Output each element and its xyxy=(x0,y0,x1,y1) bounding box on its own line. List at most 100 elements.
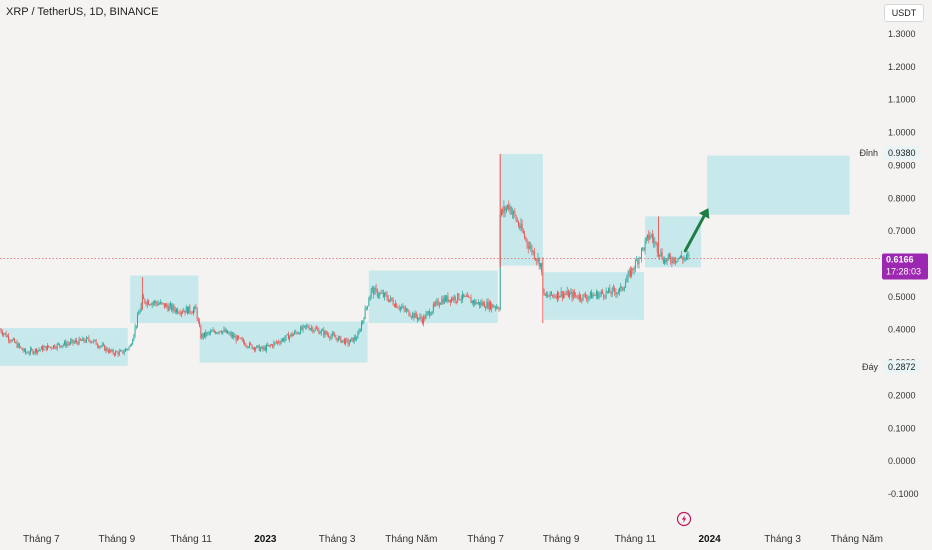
candle-body xyxy=(578,294,580,299)
lightning-icon[interactable] xyxy=(676,511,692,527)
candle-body xyxy=(242,339,244,343)
candle-body xyxy=(223,329,225,331)
candle-body xyxy=(312,327,314,332)
candle-body xyxy=(659,254,661,256)
candle-body xyxy=(133,334,135,341)
y-tick-label: 1.3000 xyxy=(888,29,916,39)
y-tick-label: 1.1000 xyxy=(888,95,916,105)
candle-body xyxy=(39,349,41,351)
currency-button[interactable]: USDT xyxy=(884,4,924,22)
candle-body xyxy=(288,334,289,340)
candle-body xyxy=(543,289,545,294)
candle-body xyxy=(208,332,210,334)
candle-body xyxy=(470,298,472,304)
candle-body xyxy=(582,294,584,301)
candle-body xyxy=(619,288,620,292)
candle-body xyxy=(174,309,176,313)
candle-body xyxy=(127,349,129,350)
candle-body xyxy=(314,328,316,331)
candle-body xyxy=(488,301,490,309)
candle-body xyxy=(426,312,428,314)
price-tag[interactable]: 0.6166 17:28:03 xyxy=(882,253,928,280)
candle-body xyxy=(454,296,456,301)
candle-body xyxy=(365,307,367,309)
y-tick-label: 0.9000 xyxy=(888,160,916,170)
candle-body xyxy=(266,345,268,351)
candle-body xyxy=(471,300,473,304)
candle-body xyxy=(65,341,67,347)
candle-body xyxy=(161,302,163,303)
candle-body xyxy=(280,340,282,344)
candle-body xyxy=(256,345,258,349)
candle-body xyxy=(650,234,652,236)
candle-body xyxy=(555,296,557,299)
candle-body xyxy=(368,300,370,306)
candle-body xyxy=(370,288,372,297)
candle-body xyxy=(163,303,165,308)
candle-body xyxy=(671,261,673,263)
candle-body xyxy=(269,344,271,346)
candle-body xyxy=(297,333,299,334)
candle-body xyxy=(301,327,303,330)
top-value-bg xyxy=(884,146,920,160)
candle-body xyxy=(483,302,485,308)
candle-body xyxy=(486,301,488,309)
candle-body xyxy=(679,255,681,258)
candle-body xyxy=(505,207,507,211)
candle-body xyxy=(404,308,406,311)
candle-body xyxy=(246,345,248,348)
candle-body xyxy=(420,316,422,320)
candle-body xyxy=(12,338,14,340)
candle-body xyxy=(101,344,103,347)
candle-body xyxy=(687,255,689,256)
candle-body xyxy=(279,342,281,344)
candle-body xyxy=(410,316,412,318)
candle-body xyxy=(56,343,58,349)
candle-body xyxy=(374,287,376,295)
candle-body xyxy=(115,351,117,355)
candle-body xyxy=(150,304,152,306)
candle-body xyxy=(672,257,674,263)
candle-body xyxy=(341,340,343,343)
candle-body xyxy=(442,299,444,304)
candle-body xyxy=(508,204,510,210)
candle-body xyxy=(537,257,539,261)
candle-body xyxy=(144,298,146,303)
candle-body xyxy=(564,294,566,295)
x-tick-label: Tháng 9 xyxy=(98,534,135,545)
candle-body xyxy=(525,237,527,240)
candle-body xyxy=(362,320,364,324)
candle-body xyxy=(436,300,438,303)
x-tick-label: Tháng 3 xyxy=(764,534,801,545)
candle-body xyxy=(64,341,65,345)
candle-body xyxy=(491,304,493,310)
candle-body xyxy=(631,268,633,277)
candle-body xyxy=(99,346,101,348)
candle-body xyxy=(137,315,138,326)
candle-body xyxy=(324,331,326,336)
candle-body xyxy=(162,302,164,304)
candle-body xyxy=(664,259,666,264)
candle-body xyxy=(425,313,427,320)
candle-body xyxy=(96,344,98,347)
candle-body xyxy=(188,306,190,314)
candle-body xyxy=(572,292,574,299)
candle-body xyxy=(446,295,448,302)
candle-body xyxy=(72,339,74,343)
candle-body xyxy=(475,300,477,305)
candle-body xyxy=(670,257,672,262)
candle-body xyxy=(638,257,640,265)
candle-body xyxy=(515,215,517,221)
candle-body xyxy=(278,341,280,343)
candle-body xyxy=(445,297,446,302)
x-tick-label: Tháng 7 xyxy=(467,534,504,545)
candle-body xyxy=(530,246,532,247)
candle-body xyxy=(326,334,328,335)
candle-body xyxy=(485,307,487,309)
candle-body xyxy=(158,303,160,305)
candle-body xyxy=(176,309,177,313)
candle-body xyxy=(539,263,541,267)
candle-body xyxy=(513,211,515,214)
candle-body xyxy=(580,294,582,300)
